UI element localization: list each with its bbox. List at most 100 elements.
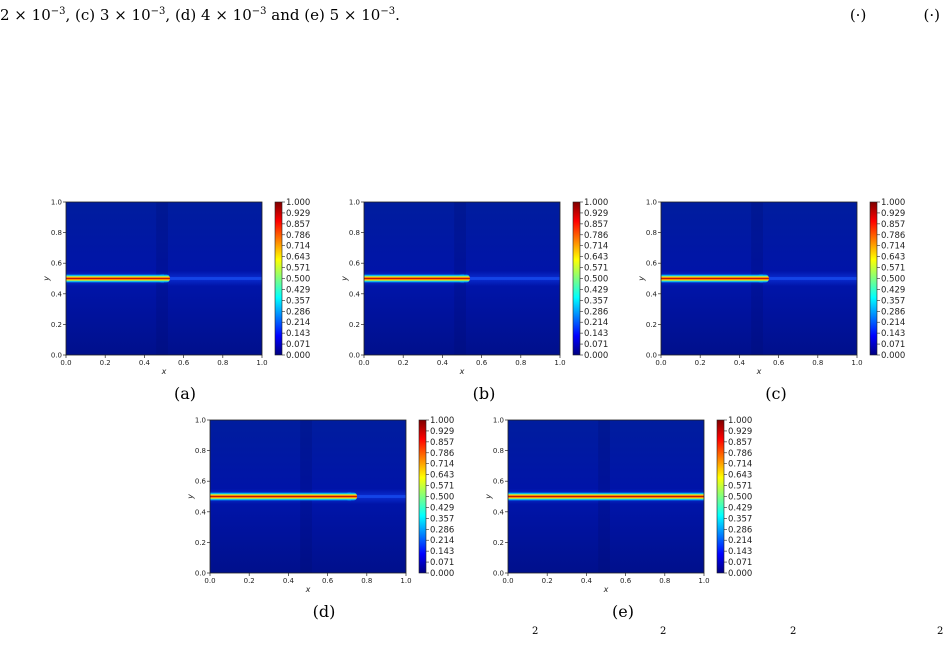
y-axis-label: y <box>42 276 51 282</box>
colorbar-tick-label: 0.643 <box>286 253 310 263</box>
colorbar-tick-label: 0.143 <box>430 547 454 557</box>
colorbar-tick-label: 0.214 <box>728 536 752 546</box>
y-tick-label: 0.4 <box>195 508 207 516</box>
colorbar-tick-label: 0.500 <box>286 275 310 285</box>
x-tick-label: 1.0 <box>400 577 411 585</box>
plot-frame <box>65 201 263 356</box>
colorbar-tick-label: 1.000 <box>584 198 608 208</box>
colorbar-tick-label: 0.429 <box>286 285 310 295</box>
colorbar-tick-label: 0.929 <box>286 209 310 219</box>
x-tick-label: 0.0 <box>60 359 71 367</box>
x-tick-label: 0.8 <box>812 359 823 367</box>
x-tick-label: 0.8 <box>217 359 228 367</box>
x-tick-label: 0.2 <box>398 359 409 367</box>
x-tick-label: 1.0 <box>698 577 709 585</box>
y-tick-label: 0.8 <box>51 229 62 237</box>
x-axis-label: x <box>603 585 609 594</box>
colorbar-tick-label: 0.786 <box>881 231 905 241</box>
y-axis-label: y <box>186 494 195 500</box>
colorbar-tick-label: 0.357 <box>430 514 454 524</box>
colorbar-tick-label: 0.571 <box>584 264 608 274</box>
caption-exponent: 2 <box>937 626 944 637</box>
x-tick-label: 0.2 <box>542 577 553 585</box>
colorbar-tick-label: 0.643 <box>728 471 752 481</box>
y-tick-label: 0.2 <box>493 539 504 547</box>
subfigure-e: 0.0 0.2 0.4 0.6 0.8 1.0 0.0 0.2 0.4 0.6 0.8 1.0 x y 1.… <box>480 416 760 628</box>
caption-exponent: −3 <box>150 6 166 17</box>
x-tick-label: 0.6 <box>773 359 785 367</box>
y-tick-label: 0.2 <box>195 539 206 547</box>
colorbar-tick-label: 0.286 <box>881 307 905 317</box>
x-axis-label: x <box>459 367 465 376</box>
y-tick-label: 0.8 <box>493 447 504 455</box>
colorbar-tick-label: 0.429 <box>584 285 608 295</box>
y-tick-label: 1.0 <box>195 417 206 425</box>
subfigure-label: (e) <box>612 602 634 621</box>
colorbar-tick-label: 0.643 <box>881 253 905 263</box>
colorbar-tick-label: 0.643 <box>584 253 608 263</box>
y-tick-label: 0.2 <box>349 321 360 329</box>
colorbar-tick-label: 0.714 <box>584 242 608 252</box>
colorbar-tick-label: 0.714 <box>286 242 310 252</box>
colorbar-tick-label: 0.071 <box>584 340 608 350</box>
y-tick-label: 1.0 <box>349 199 360 207</box>
crack-trace <box>762 277 857 280</box>
plot-frame <box>209 419 407 574</box>
colorbar-tick-label: 0.000 <box>728 569 752 579</box>
colorbar-tick-label: 0.929 <box>728 427 752 437</box>
colorbar-tick-label: 0.500 <box>881 275 905 285</box>
colorbar-tick-label: 0.714 <box>728 460 752 470</box>
crack-band <box>364 273 464 284</box>
y-tick-label: 0.6 <box>51 260 63 268</box>
y-axis-label: y <box>484 494 493 500</box>
caption-exponent: −3 <box>380 6 396 17</box>
colorbar-tick-label: 0.071 <box>881 340 905 350</box>
x-tick-label: 0.4 <box>734 359 746 367</box>
x-tick-label: 0.0 <box>655 359 666 367</box>
colorbar-tick-label: 0.857 <box>430 438 454 448</box>
colorbar-tick-label: 0.214 <box>584 318 608 328</box>
subfigure-label: (c) <box>765 384 787 403</box>
colorbar-tick-label: 0.500 <box>430 493 454 503</box>
y-tick-label: 0.6 <box>493 478 505 486</box>
colorbar-tick-label: 1.000 <box>881 198 905 208</box>
figure-caption-top: 2 × 10−3, (c) 3 × 10−3, (d) 4 × 10−3 and… <box>0 3 946 27</box>
colorbar-tick-label: 0.286 <box>728 525 752 535</box>
y-tick-label: 0.8 <box>195 447 206 455</box>
x-tick-label: 0.4 <box>437 359 449 367</box>
x-tick-label: 0.6 <box>178 359 190 367</box>
colorbar-tick-label: 0.786 <box>584 231 608 241</box>
subfigure-d: 0.0 0.2 0.4 0.6 0.8 1.0 0.0 0.2 0.4 0.6 0.8 1.0 x y 1.… <box>182 416 462 628</box>
x-tick-label: 0.0 <box>358 359 369 367</box>
x-axis-label: x <box>305 585 311 594</box>
colorbar-tick-label: 0.000 <box>584 351 608 361</box>
colorbar-tick-label: 0.714 <box>430 460 454 470</box>
plot-frame <box>660 201 858 356</box>
crack-tip <box>756 273 769 284</box>
colorbar-tick-label: 0.500 <box>728 493 752 503</box>
heatmap-plot-a: 0.0 0.2 0.4 0.6 0.8 1.0 0.0 0.2 0.4 0.6 0.8 1.0 x y 1.… <box>42 198 310 376</box>
heatmap-plot-e: 0.0 0.2 0.4 0.6 0.8 1.0 0.0 0.2 0.4 0.6 0.8 1.0 x y 1.… <box>484 416 752 594</box>
colorbar-tick-label: 0.857 <box>286 220 310 230</box>
colorbar <box>716 419 725 574</box>
colorbar-tick-label: 0.071 <box>728 558 752 568</box>
y-tick-label: 0.2 <box>646 321 657 329</box>
plot-frame <box>507 419 705 574</box>
subfigure-b: 0.0 0.2 0.4 0.6 0.8 1.0 0.0 0.2 0.4 0.6 0.8 1.0 x y 1.… <box>336 198 616 410</box>
colorbar-tick-label: 0.214 <box>881 318 905 328</box>
crack-band <box>66 273 164 284</box>
x-tick-label: 1.0 <box>851 359 862 367</box>
colorbar-tick-label: 0.357 <box>584 296 608 306</box>
colorbar-tick-label: 0.357 <box>286 296 310 306</box>
colorbar-tick-label: 0.429 <box>430 503 454 513</box>
x-tick-label: 1.0 <box>554 359 565 367</box>
y-tick-label: 0.4 <box>493 508 505 516</box>
subfigure-a: 0.0 0.2 0.4 0.6 0.8 1.0 0.0 0.2 0.4 0.6 0.8 1.0 x y 1.… <box>38 198 318 410</box>
colorbar-tick-label: 0.929 <box>430 427 454 437</box>
x-tick-label: 1.0 <box>256 359 267 367</box>
colorbar-tick-label: 0.786 <box>430 449 454 459</box>
y-axis-label: y <box>340 276 349 282</box>
colorbar-tick-label: 0.929 <box>584 209 608 219</box>
colorbar-tick-label: 0.143 <box>584 329 608 339</box>
crack-tip <box>345 491 358 502</box>
